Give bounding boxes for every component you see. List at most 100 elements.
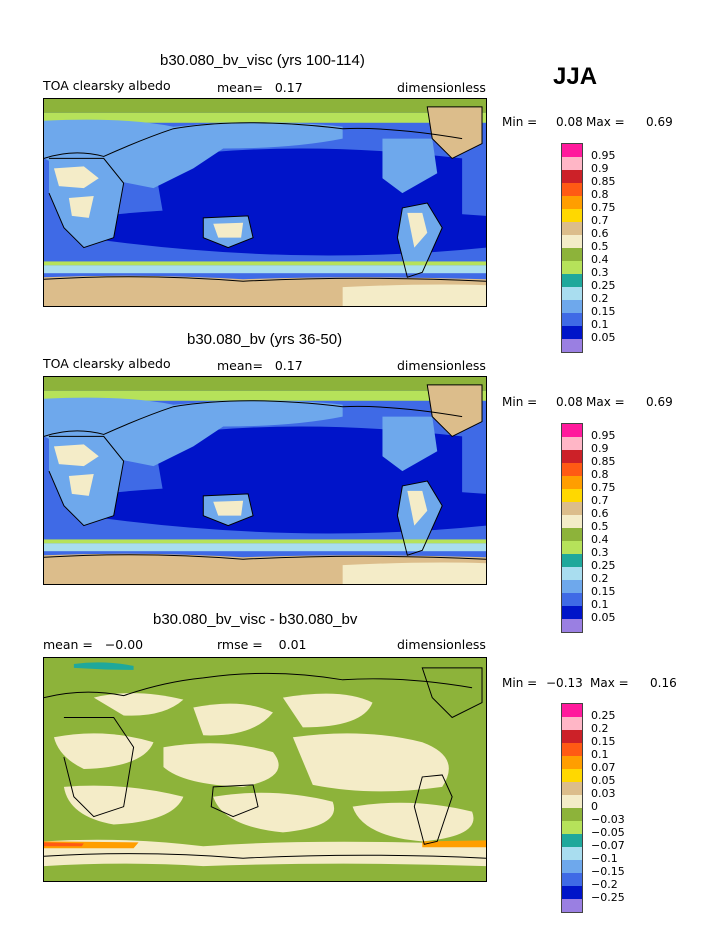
colorbar-swatch (562, 580, 582, 593)
colorbar-swatch (562, 567, 582, 580)
colorbar-tick-label: 0.1 (591, 318, 609, 331)
colorbar-swatch (562, 743, 582, 756)
colorbar-tick-label: 0.9 (591, 442, 609, 455)
colorbar-tick-label: 0.25 (591, 559, 616, 572)
colorbar-tick-label: 0.15 (591, 585, 616, 598)
colorbar-swatch (562, 222, 582, 235)
colorbar-swatch (562, 489, 582, 502)
colorbar-swatch (562, 274, 582, 287)
colorbar-swatch (562, 502, 582, 515)
panel-1-min-value: 0.08 (556, 115, 583, 129)
colorbar-swatch (562, 717, 582, 730)
colorbar-tick-label: 0.4 (591, 533, 609, 546)
panel-1-units-label: dimensionless (397, 80, 486, 95)
panel-1-title: b30.080_bv_visc (yrs 100-114) (160, 52, 365, 69)
colorbar-swatch (562, 795, 582, 808)
colorbar-swatch (562, 593, 582, 606)
colorbar-swatch (562, 183, 582, 196)
colorbar-tick-label: 0.05 (591, 774, 616, 787)
panel-1-map-svg (44, 99, 486, 306)
colorbar-tick-label: 0.75 (591, 481, 616, 494)
colorbar-swatch (562, 300, 582, 313)
panel-2-variable-label: TOA clearsky albedo (43, 356, 171, 371)
colorbar-swatch (562, 287, 582, 300)
panel-1-max-value: 0.69 (646, 115, 673, 129)
panel-2-title: b30.080_bv (yrs 36-50) (187, 331, 343, 348)
panel-3-map (43, 657, 487, 882)
panel-3-title: b30.080_bv_visc - b30.080_bv (153, 611, 358, 628)
colorbar-tick-label: 0.6 (591, 507, 609, 520)
colorbar-tick-label: 0.3 (591, 266, 609, 279)
colorbar-swatch (562, 463, 582, 476)
season-label: JJA (553, 63, 598, 90)
colorbar-swatch (562, 541, 582, 554)
panel-2-min-label: Min = (502, 395, 538, 409)
colorbar-swatch (562, 834, 582, 847)
colorbar-swatch (562, 515, 582, 528)
colorbar-swatch (562, 860, 582, 873)
panel-3-colorbar (561, 703, 583, 913)
panel-3-min-value: −0.13 (546, 676, 583, 690)
colorbar-swatch (562, 261, 582, 274)
panel-2-max-value: 0.69 (646, 395, 673, 409)
colorbar-tick-label: 0.95 (591, 149, 616, 162)
colorbar-tick-label: 0.8 (591, 468, 609, 481)
colorbar-swatch (562, 873, 582, 886)
colorbar-swatch (562, 619, 582, 632)
panel-3-min-label: Min = (502, 676, 538, 690)
panel-2-colorbar (561, 423, 583, 633)
colorbar-swatch (562, 196, 582, 209)
colorbar-swatch (562, 847, 582, 860)
colorbar-swatch (562, 782, 582, 795)
colorbar-tick-label: −0.25 (591, 891, 625, 904)
panel-3-max-label: Max = (590, 676, 629, 690)
colorbar-swatch (562, 756, 582, 769)
colorbar-swatch (562, 424, 582, 437)
colorbar-swatch (562, 886, 582, 899)
colorbar-swatch (562, 476, 582, 489)
colorbar-tick-label: 0.25 (591, 279, 616, 292)
panel-3-map-svg (44, 658, 486, 881)
colorbar-tick-label: 0.03 (591, 787, 616, 800)
colorbar-swatch (562, 209, 582, 222)
colorbar-swatch (562, 313, 582, 326)
colorbar-tick-label: 0.3 (591, 546, 609, 559)
panel-1-max-label: Max = (586, 115, 625, 129)
colorbar-swatch (562, 437, 582, 450)
colorbar-swatch (562, 450, 582, 463)
colorbar-tick-label: 0.85 (591, 455, 616, 468)
colorbar-swatch (562, 554, 582, 567)
colorbar-swatch (562, 157, 582, 170)
colorbar-swatch (562, 704, 582, 717)
colorbar-tick-label: 0.15 (591, 735, 616, 748)
colorbar-tick-label: 0.7 (591, 494, 609, 507)
panel-1-min-label: Min = (502, 115, 538, 129)
colorbar-swatch (562, 235, 582, 248)
colorbar-tick-label: −0.05 (591, 826, 625, 839)
colorbar-tick-label: 0.2 (591, 572, 609, 585)
panel-1-map (43, 98, 487, 307)
colorbar-tick-label: 0.15 (591, 305, 616, 318)
colorbar-tick-label: −0.2 (591, 878, 618, 891)
colorbar-tick-label: 0.8 (591, 188, 609, 201)
panel-1-colorbar (561, 143, 583, 353)
colorbar-tick-label: 0.25 (591, 709, 616, 722)
panel-1-variable-label: TOA clearsky albedo (43, 78, 171, 93)
colorbar-tick-label: 0.07 (591, 761, 616, 774)
colorbar-tick-label: −0.15 (591, 865, 625, 878)
colorbar-swatch (562, 899, 582, 912)
colorbar-swatch (562, 170, 582, 183)
panel-3-rmse-label: rmse = 0.01 (217, 637, 307, 652)
colorbar-tick-label: 0.85 (591, 175, 616, 188)
panel-3-mean-label: mean = −0.00 (43, 637, 144, 652)
colorbar-swatch (562, 808, 582, 821)
panel-3-max-value: 0.16 (650, 676, 677, 690)
colorbar-tick-label: 0.9 (591, 162, 609, 175)
panel-3-units-label: dimensionless (397, 637, 486, 652)
panel-2-map (43, 376, 487, 585)
panel-2-min-value: 0.08 (556, 395, 583, 409)
colorbar-swatch (562, 821, 582, 834)
colorbar-swatch (562, 606, 582, 619)
colorbar-tick-label: 0.2 (591, 292, 609, 305)
colorbar-tick-label: 0.5 (591, 520, 609, 533)
